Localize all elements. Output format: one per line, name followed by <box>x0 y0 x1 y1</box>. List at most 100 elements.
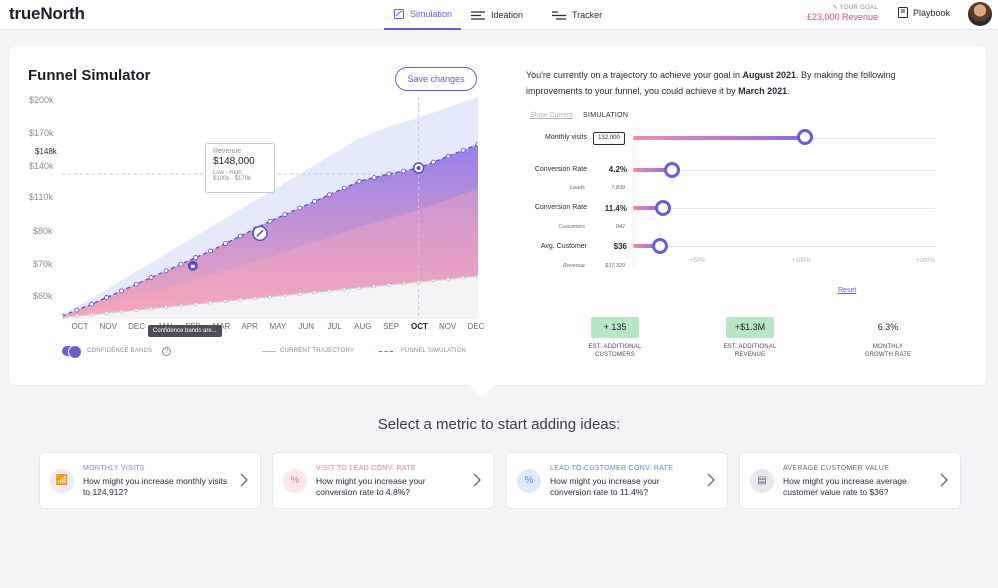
card-pointer <box>470 385 494 397</box>
monthly-visits-slider[interactable] <box>797 129 813 145</box>
x-tick: JUN <box>298 322 315 331</box>
simulation-area <box>62 144 478 318</box>
monthly-visits-label: Monthly visits <box>544 134 587 141</box>
app-logo[interactable]: trueNorth <box>9 4 85 23</box>
current-point <box>446 277 451 281</box>
confidence-tooltip: Confidence bands are... <box>148 325 222 337</box>
current-point <box>312 290 317 295</box>
idea-card[interactable]: % VISIT TO LEAD CONV. RATE How might you i… <box>272 452 494 509</box>
ideas-prompt: Select a metric to start adding ideas: <box>377 416 621 433</box>
chart-icon: 📶 <box>50 469 74 493</box>
help-icon[interactable]: ? <box>162 347 171 356</box>
x-tick: DEC <box>128 322 145 331</box>
current-point <box>119 309 124 314</box>
confidence-band <box>62 97 478 318</box>
avg-customer-slider[interactable] <box>652 238 668 254</box>
simulation-point <box>475 141 478 147</box>
tab-ideation-label: Ideation <box>491 10 524 20</box>
simulation-point <box>119 288 124 294</box>
idea-card[interactable]: 📶 MONTHLY VISITS How might you increase mo… <box>39 452 261 509</box>
legend-current-label: CURRENT TRAJECTORY <box>280 348 355 354</box>
reset-link[interactable]: Reset <box>838 287 857 294</box>
current-point <box>327 288 332 293</box>
simulation-point <box>341 185 347 191</box>
idea-card-question: How might you increase your conversion r… <box>316 476 426 497</box>
chevron-right-icon <box>473 473 481 487</box>
simulation-point <box>312 198 317 204</box>
x-tick: AUG <box>354 322 372 331</box>
trajectory-intro: You're currently on a trajectory to achi… <box>526 70 896 96</box>
idea-card[interactable]: % LEAD TO CUSTOMER CONV. RATE How might yo… <box>506 452 728 509</box>
leads-label: Leads <box>570 185 585 191</box>
current-point <box>238 297 243 302</box>
playbook-label: Playbook <box>913 7 951 18</box>
revenue-label: Revenue <box>562 263 585 269</box>
revenue-tooltip: Revenue $148,000 Low - High $100k - $170… <box>205 143 275 193</box>
show-current-toggle[interactable]: Show Current <box>530 112 573 119</box>
visit-conversion-value: 4.2% <box>608 165 627 174</box>
goal-date-simulated: March 2021 <box>738 86 788 96</box>
save-changes-button[interactable]: Save changes <box>395 67 477 91</box>
x-tick: JUL <box>327 322 342 331</box>
x-tick: SEP <box>383 322 400 331</box>
goal-display[interactable]: ✎ YOUR GOAL £23,000 Revenue <box>807 4 878 22</box>
simulation-point <box>386 171 392 177</box>
visit-conversion-slider[interactable] <box>664 162 680 178</box>
goal-marker-dot <box>416 166 421 171</box>
current-point <box>193 302 198 307</box>
customers-value: 842 <box>615 224 625 230</box>
current-point <box>342 287 347 292</box>
lead-conversion-label: Conversion Rate <box>534 204 587 211</box>
simulation-point <box>178 261 184 267</box>
idea-card-title: MONTHLY VISITS <box>83 465 145 472</box>
x-tick: MAY <box>269 322 287 331</box>
current-point <box>149 306 154 311</box>
visit-conversion-fill <box>633 168 672 172</box>
stat-customers: + 135 EST. ADDITIONAL CUSTOMERS <box>565 317 665 359</box>
visit-conversion-track <box>633 170 935 171</box>
current-point <box>357 286 362 290</box>
y-tick: $110k <box>29 192 53 202</box>
stat-revenue: +$1.3M EST. ADDITIONAL REVENUE <box>700 317 800 359</box>
simulation-point <box>193 255 199 260</box>
simulation-toggle[interactable]: SIMULATION <box>583 112 629 119</box>
simulation-point <box>282 212 288 218</box>
idea-card[interactable]: ▤ AVERAGE CUSTOMER VALUE How might you inc… <box>739 452 961 509</box>
confidence-bands-label: CONFIDENCE BANDS <box>87 348 153 354</box>
current-point <box>253 296 258 301</box>
simulation-point <box>327 192 332 198</box>
lead-conversion-slider[interactable] <box>655 200 671 216</box>
x-tick: NOV <box>99 322 117 331</box>
idea-card-question: How might you increase average customer … <box>783 476 907 497</box>
current-point <box>282 293 287 298</box>
confidence-bands-toggle[interactable] <box>62 345 82 359</box>
tab-ideation[interactable]: Ideation <box>471 0 523 30</box>
current-point <box>223 299 228 304</box>
playbook-button[interactable]: Playbook <box>898 7 950 18</box>
percent-icon: % <box>283 469 307 493</box>
legend-current-swatch <box>262 351 276 352</box>
funnel-chart[interactable] <box>62 97 478 319</box>
top-nav: trueNorth Simulation Ideation Tracker ✎ … <box>0 0 998 30</box>
monthly-visits-input[interactable]: 132,000 <box>593 132 625 145</box>
goal-date-current: August 2021 <box>742 70 797 80</box>
pencil-icon: ✎ <box>832 5 840 11</box>
legend-simulation-label: FUNNEL SIMULATION <box>401 348 467 354</box>
tab-tracker-label: Tracker <box>572 10 603 20</box>
tooltip-range-label: Low - High <box>213 170 242 176</box>
tab-simulation[interactable]: Simulation <box>384 0 461 30</box>
percent-icon: % <box>517 469 541 493</box>
stat-growth-value: 6.3% <box>877 322 899 332</box>
avatar[interactable] <box>968 2 992 26</box>
simulation-point <box>460 147 466 153</box>
tab-tracker[interactable]: Tracker <box>552 0 602 30</box>
page-title: Funnel Simulator <box>28 67 151 84</box>
ideation-icon <box>471 10 485 20</box>
pct-tick: +200% <box>916 258 935 264</box>
simulation-point <box>431 159 436 165</box>
y-tick: $170k <box>29 128 54 138</box>
tooltip-value: $148,000 <box>213 156 255 167</box>
y-tick: $80k <box>33 226 53 236</box>
simulation-point <box>356 178 362 184</box>
current-point <box>416 280 421 284</box>
